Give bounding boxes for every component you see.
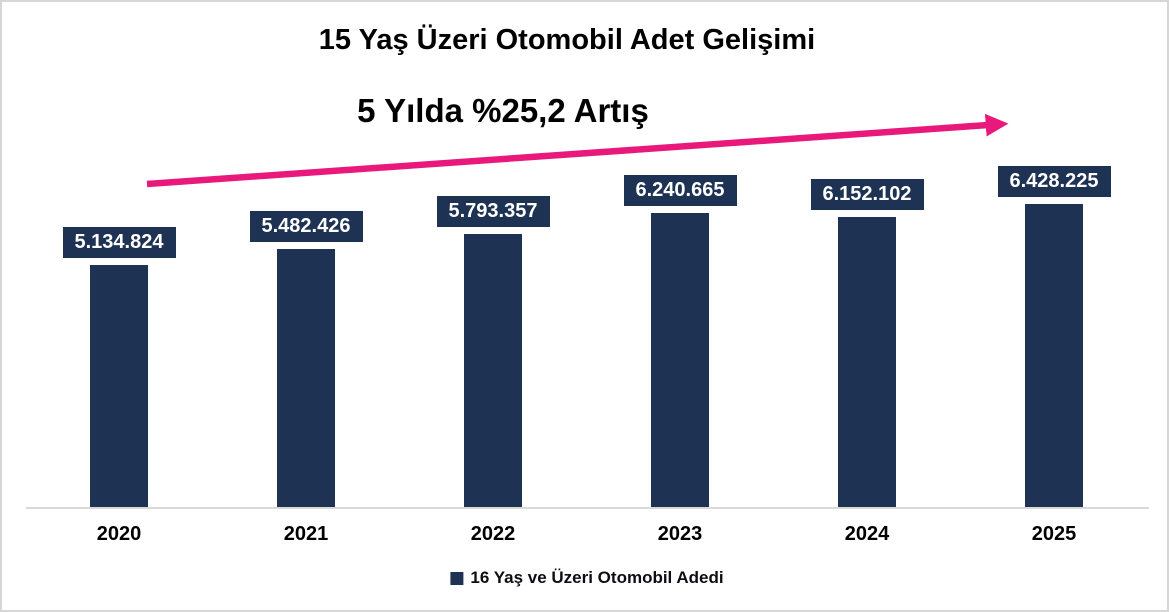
bar-2025 [1025, 204, 1083, 507]
legend-label: 16 Yaş ve Üzeri Otomobil Adedi [470, 568, 724, 587]
bar-2023 [651, 213, 709, 507]
bar-value-label: 6.428.225 [997, 166, 1111, 197]
x-axis-label-2023: 2023 [657, 523, 703, 545]
x-axis-label-2020: 2020 [96, 523, 142, 545]
bar-value-label: 6.152.102 [810, 179, 924, 210]
x-axis-line [26, 507, 1149, 509]
bar-2024 [838, 217, 896, 507]
bar-value-label: 6.240.665 [623, 175, 737, 206]
x-axis-label-2024: 2024 [844, 523, 890, 545]
legend-color-swatch-icon [450, 571, 464, 585]
bar-2020 [90, 265, 148, 507]
x-axis-label-2022: 2022 [470, 523, 516, 545]
chart-title: 15 Yaş Üzeri Otomobil Adet Gelişimi [318, 24, 816, 56]
legend: 16 Yaş ve Üzeri Otomobil Adedi [450, 568, 724, 588]
bar-value-label: 5.482.426 [249, 211, 363, 242]
bar-value-label: 5.793.357 [436, 196, 550, 227]
bar-2021 [277, 249, 335, 507]
x-axis-label-2021: 2021 [283, 523, 329, 545]
bar-value-label: 5.134.824 [62, 227, 176, 258]
bar-2022 [464, 234, 522, 507]
x-axis-label-2025: 2025 [1031, 523, 1077, 545]
